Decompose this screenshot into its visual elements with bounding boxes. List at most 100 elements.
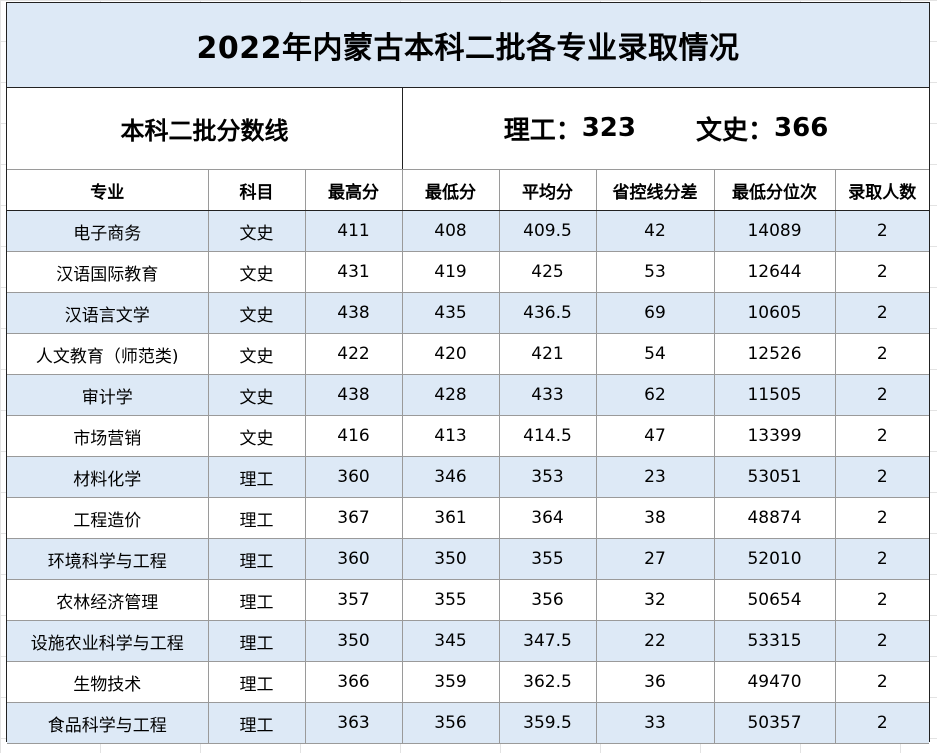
- cell-admitted-count: 2: [834, 415, 929, 457]
- score-line-values: 理工： 323 文史： 366: [403, 87, 929, 169]
- cell-admitted-count: 2: [834, 210, 929, 252]
- cell-subject: 文史: [207, 292, 306, 334]
- cell-max-score: 438: [304, 374, 403, 416]
- cell-avg-score: 362.5: [498, 661, 597, 703]
- cell-min-score: 413: [401, 415, 500, 457]
- cell-major: 工程造价: [7, 497, 209, 539]
- major-admission-table: 专业 科目 最高分 最低分 平均分 省控线分差 最低分位次 录取人数 电子商务 文史 411 408…: [7, 169, 929, 744]
- cell-control-line-diff: 22: [595, 620, 715, 662]
- cell-max-score: 357: [304, 579, 403, 621]
- score-line-label: 本科二批分数线: [7, 87, 403, 169]
- cell-subject: 理工: [207, 538, 306, 580]
- cell-avg-score: 436.5: [498, 292, 597, 334]
- cell-min-score-rank: 52010: [713, 538, 836, 580]
- cell-min-score: 346: [401, 456, 500, 498]
- cell-major: 环境科学与工程: [7, 538, 209, 580]
- table-row: 食品科学与工程 理工 363 356 359.5 33 50357 2: [7, 702, 929, 744]
- cell-subject: 文史: [207, 415, 306, 457]
- cell-min-score-rank: 12526: [713, 333, 836, 375]
- cell-major: 汉语言文学: [7, 292, 209, 334]
- cell-admitted-count: 2: [834, 333, 929, 375]
- cell-max-score: 350: [304, 620, 403, 662]
- cell-control-line-diff: 36: [595, 661, 715, 703]
- column-header-max-score: 最高分: [304, 169, 403, 211]
- cell-avg-score: 356: [498, 579, 597, 621]
- cell-max-score: 360: [304, 538, 403, 580]
- table-row: 审计学 文史 438 428 433 62 11505 2: [7, 374, 929, 416]
- cell-max-score: 363: [304, 702, 403, 744]
- cell-subject: 文史: [207, 333, 306, 375]
- cell-major: 市场营销: [7, 415, 209, 457]
- cell-max-score: 367: [304, 497, 403, 539]
- cell-min-score: 420: [401, 333, 500, 375]
- cell-min-score: 359: [401, 661, 500, 703]
- cell-control-line-diff: 69: [595, 292, 715, 334]
- table-row: 设施农业科学与工程 理工 350 345 347.5 22 53315 2: [7, 620, 929, 662]
- cell-subject: 文史: [207, 251, 306, 293]
- cell-max-score: 431: [304, 251, 403, 293]
- table-row: 工程造价 理工 367 361 364 38 48874 2: [7, 497, 929, 539]
- cell-min-score: 419: [401, 251, 500, 293]
- cell-admitted-count: 2: [834, 620, 929, 662]
- cell-min-score-rank: 12644: [713, 251, 836, 293]
- science-score-label: 理工：: [503, 115, 582, 146]
- table-row: 农林经济管理 理工 357 355 356 32 50654 2: [7, 579, 929, 621]
- cell-min-score-rank: 53315: [713, 620, 836, 662]
- cell-max-score: 438: [304, 292, 403, 334]
- cell-min-score-rank: 48874: [713, 497, 836, 539]
- cell-admitted-count: 2: [834, 702, 929, 744]
- table-row: 市场营销 文史 416 413 414.5 47 13399 2: [7, 415, 929, 457]
- column-header-subject: 科目: [207, 169, 306, 211]
- page-title: 2022年内蒙古本科二批各专业录取情况: [7, 3, 929, 88]
- cell-min-score-rank: 50357: [713, 702, 836, 744]
- cell-subject: 理工: [207, 497, 306, 539]
- cell-avg-score: 347.5: [498, 620, 597, 662]
- cell-admitted-count: 2: [834, 292, 929, 334]
- cell-subject: 文史: [207, 210, 306, 252]
- table-body: 电子商务 文史 411 408 409.5 42 14089 2 汉语国际教育 文史 431 419 4…: [7, 210, 929, 744]
- cell-major: 生物技术: [7, 661, 209, 703]
- cell-major: 设施农业科学与工程: [7, 620, 209, 662]
- table-row: 环境科学与工程 理工 360 350 355 27 52010 2: [7, 538, 929, 580]
- cell-max-score: 411: [304, 210, 403, 252]
- cell-subject: 文史: [207, 374, 306, 416]
- cell-avg-score: 364: [498, 497, 597, 539]
- column-header-major: 专业: [7, 169, 209, 211]
- cell-min-score: 345: [401, 620, 500, 662]
- cell-min-score-rank: 11505: [713, 374, 836, 416]
- column-header-avg-score: 平均分: [498, 169, 597, 211]
- cell-max-score: 366: [304, 661, 403, 703]
- cell-admitted-count: 2: [834, 661, 929, 703]
- table-header-row: 专业 科目 最高分 最低分 平均分 省控线分差 最低分位次 录取人数: [7, 169, 929, 211]
- cell-min-score-rank: 10605: [713, 292, 836, 334]
- cell-control-line-diff: 38: [595, 497, 715, 539]
- cell-control-line-diff: 27: [595, 538, 715, 580]
- cell-min-score: 408: [401, 210, 500, 252]
- cell-admitted-count: 2: [834, 251, 929, 293]
- cell-control-line-diff: 33: [595, 702, 715, 744]
- table-row: 材料化学 理工 360 346 353 23 53051 2: [7, 456, 929, 498]
- cell-control-line-diff: 23: [595, 456, 715, 498]
- table-row: 汉语国际教育 文史 431 419 425 53 12644 2: [7, 251, 929, 293]
- cell-admitted-count: 2: [834, 497, 929, 539]
- cell-avg-score: 355: [498, 538, 597, 580]
- cell-avg-score: 353: [498, 456, 597, 498]
- cell-min-score: 355: [401, 579, 500, 621]
- cell-admitted-count: 2: [834, 456, 929, 498]
- cell-major: 食品科学与工程: [7, 702, 209, 744]
- cell-avg-score: 421: [498, 333, 597, 375]
- admission-table-sheet: 2022年内蒙古本科二批各专业录取情况 本科二批分数线 理工： 323 文史： …: [6, 2, 930, 744]
- cell-min-score-rank: 49470: [713, 661, 836, 703]
- liberal-score-value: 366: [774, 113, 829, 143]
- cell-control-line-diff: 54: [595, 333, 715, 375]
- cell-subject: 理工: [207, 620, 306, 662]
- cell-avg-score: 433: [498, 374, 597, 416]
- cell-max-score: 416: [304, 415, 403, 457]
- cell-major: 材料化学: [7, 456, 209, 498]
- cell-control-line-diff: 42: [595, 210, 715, 252]
- cell-min-score: 350: [401, 538, 500, 580]
- cell-min-score-rank: 13399: [713, 415, 836, 457]
- liberal-score-label: 文史：: [696, 115, 775, 146]
- cell-major: 人文教育（师范类): [7, 333, 209, 375]
- cell-subject: 理工: [207, 661, 306, 703]
